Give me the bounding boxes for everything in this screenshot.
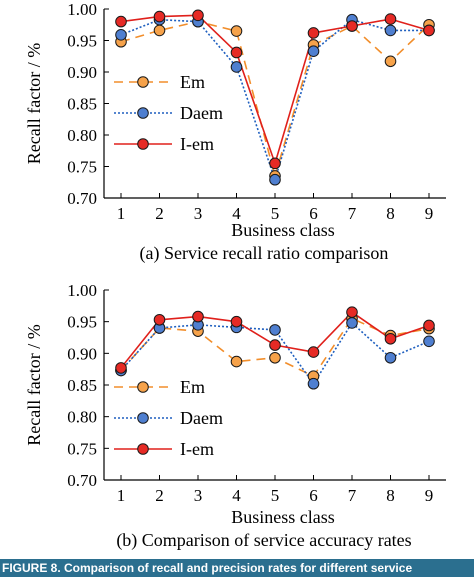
data-point-i-em: [346, 20, 358, 32]
legend-label: I-em: [180, 134, 214, 154]
x-tick-label: 6: [309, 486, 318, 505]
legend-label: Em: [180, 377, 205, 397]
data-point-i-em: [115, 362, 127, 374]
data-point-daem: [307, 45, 320, 58]
data-point-em: [384, 55, 397, 68]
data-point-em: [230, 25, 243, 37]
legend-label: Em: [180, 72, 205, 92]
data-point-daem: [423, 335, 435, 348]
legend-marker: [137, 107, 149, 119]
data-point-i-em: [384, 332, 397, 345]
data-point-i-em: [423, 24, 435, 37]
legend-marker: [137, 381, 149, 393]
y-tick-label: 0.95: [67, 313, 97, 332]
legend-marker: [137, 443, 149, 455]
series-line-i-em: [120, 14, 430, 165]
y-tick-label: 0.75: [67, 439, 97, 458]
data-point-em: [269, 351, 281, 364]
data-point-daem: [115, 29, 127, 41]
y-tick-label: 0.80: [67, 126, 97, 145]
data-point-i-em: [384, 13, 397, 25]
x-tick-label: 9: [425, 204, 434, 223]
data-point-daem: [384, 24, 397, 37]
y-tick-label: 0.80: [67, 408, 97, 427]
y-tick-label: 0.70: [67, 189, 97, 208]
data-point-i-em: [346, 306, 358, 318]
y-tick-label: 0.90: [67, 344, 97, 363]
chart-caption: (a) Service recall ratio comparison: [140, 243, 389, 264]
data-point-em: [230, 355, 243, 368]
x-axis-label: Business class: [231, 507, 335, 527]
figure-caption-strip: FIGURE 8. Comparison of recall and preci…: [0, 559, 474, 577]
legend-label: Daem: [180, 408, 223, 428]
data-point-i-em: [423, 319, 435, 332]
x-tick-label: 5: [271, 204, 280, 223]
data-point-i-em: [230, 315, 243, 328]
data-point-i-em: [153, 10, 166, 23]
data-point-daem: [269, 324, 281, 336]
legend-label: I-em: [180, 439, 214, 459]
x-tick-label: 1: [117, 204, 126, 223]
y-tick-label: 0.90: [67, 63, 97, 82]
series-line-daem: [120, 18, 429, 181]
data-point-em: [153, 24, 166, 37]
x-tick-label: 2: [155, 486, 164, 505]
legend-marker: [137, 138, 149, 150]
series-line-em: [120, 20, 430, 177]
chart-caption: (b) Comparison of service accuracy rates: [116, 530, 411, 551]
data-point-i-em: [307, 27, 320, 39]
chart-accuracy: 0.70 0.75 0.80 0.85 0.90 0.95 1.00 1 2 3 4 5 6 7 8 9 Bus…: [24, 281, 446, 551]
x-tick-label: 3: [194, 486, 203, 505]
legend-marker: [137, 412, 149, 424]
y-tick-label: 1.00: [67, 281, 97, 300]
data-point-i-em: [307, 346, 320, 358]
x-tick-label: 7: [348, 204, 357, 223]
x-tick-label: 4: [232, 486, 241, 505]
figure-caption-text: FIGURE 8. Comparison of recall and preci…: [2, 561, 413, 575]
data-point-i-em: [115, 15, 127, 28]
legend-marker: [137, 76, 149, 88]
y-tick-label: 0.85: [67, 95, 97, 114]
legend-label: Daem: [180, 103, 223, 123]
data-point-i-em: [269, 157, 281, 170]
y-tick-label: 0.95: [67, 32, 97, 51]
x-tick-label: 2: [155, 204, 164, 223]
data-point-daem: [269, 173, 281, 186]
data-point-daem: [384, 351, 397, 364]
y-axis-label: Recall factor / %: [24, 324, 44, 445]
x-tick-label: 1: [117, 486, 126, 505]
data-point-daem: [307, 377, 320, 390]
data-point-i-em: [153, 313, 166, 326]
x-tick-label: 3: [194, 204, 203, 223]
y-tick-label: 0.85: [67, 376, 97, 395]
chart-recall: 0.70 0.75 0.80 0.85 0.90 0.95 1.00 1 2 3 4 5 6 7 8 9 Bus…: [24, 0, 446, 264]
data-point-i-em: [192, 9, 204, 22]
x-tick-label: 4: [232, 204, 241, 223]
x-tick-label: 6: [309, 204, 318, 223]
x-tick-label: 8: [386, 204, 395, 223]
data-point-daem: [230, 61, 243, 73]
x-tick-label: 5: [271, 486, 280, 505]
x-axis-label: Business class: [231, 220, 335, 240]
x-tick-label: 8: [386, 486, 395, 505]
data-point-i-em: [269, 339, 281, 351]
y-tick-label: 0.75: [67, 158, 97, 177]
data-point-i-em: [230, 46, 243, 59]
data-point-daem: [346, 317, 358, 329]
y-tick-label: 1.00: [67, 0, 97, 19]
x-tick-label: 7: [348, 486, 357, 505]
data-point-i-em: [192, 310, 204, 323]
x-tick-label: 9: [425, 486, 434, 505]
y-axis-label: Recall factor / %: [24, 43, 44, 164]
y-tick-label: 0.70: [67, 471, 97, 490]
